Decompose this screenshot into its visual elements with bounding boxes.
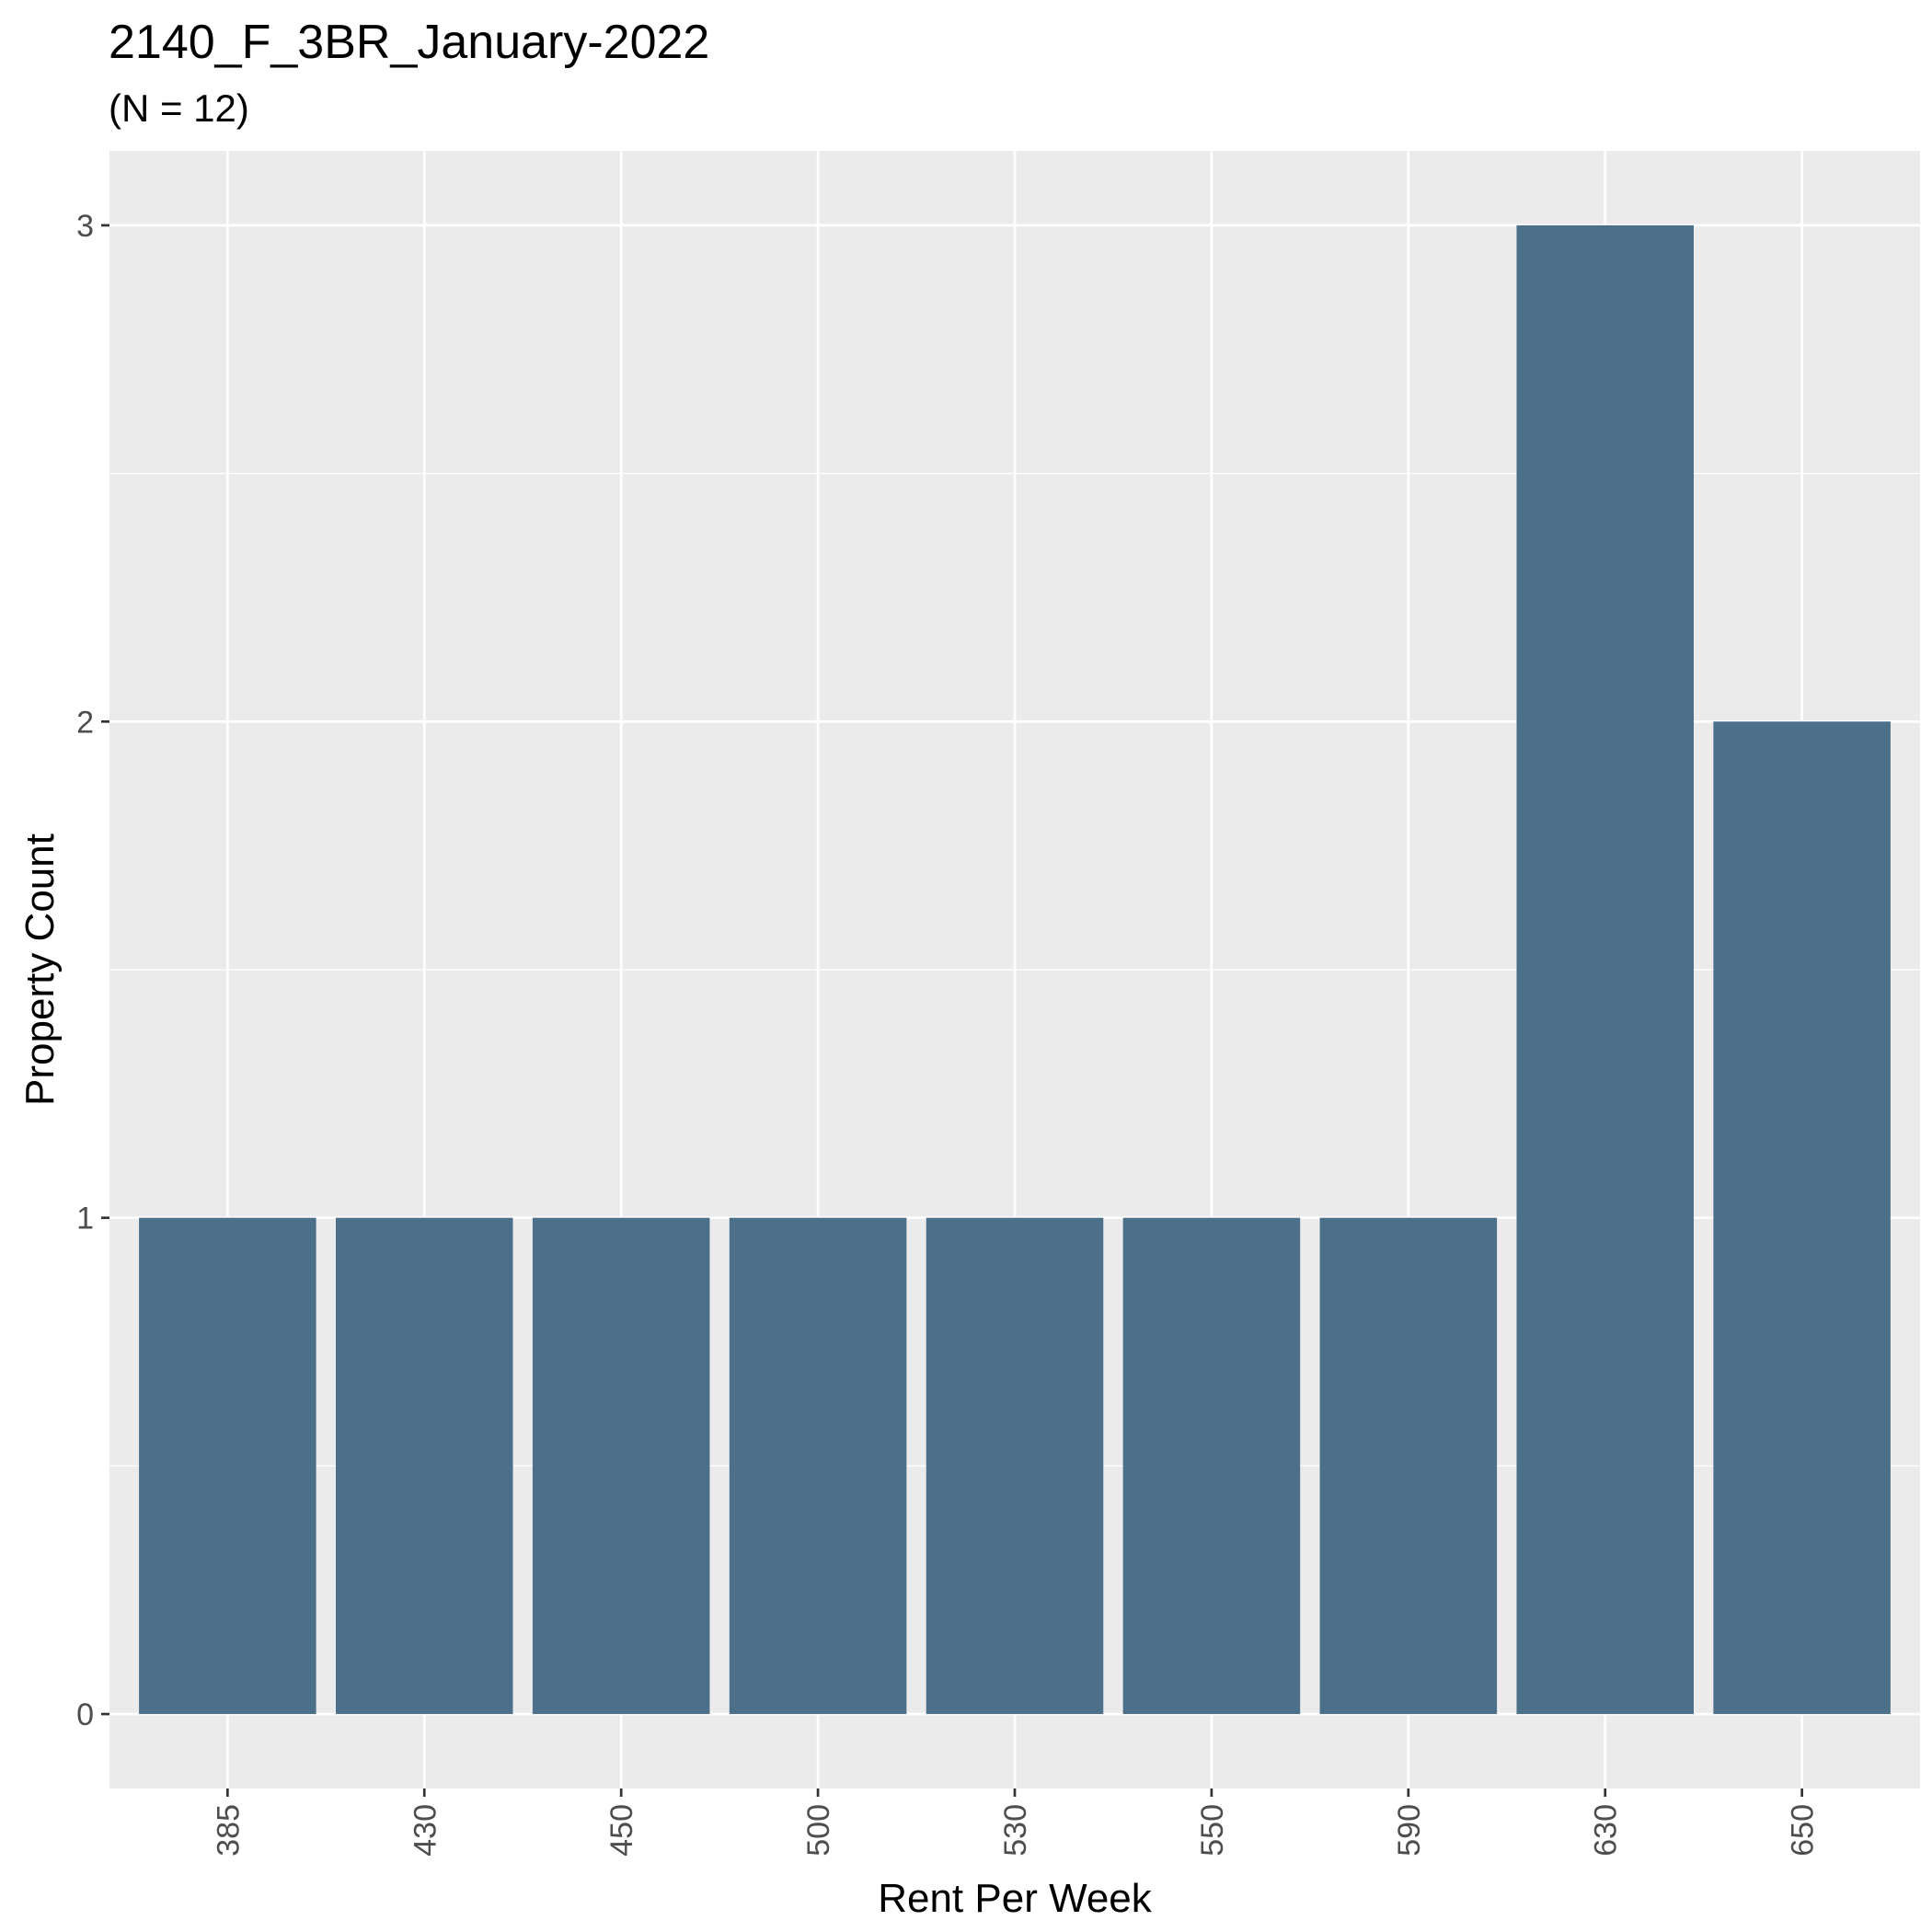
x-tick-label: 630 xyxy=(1589,1804,1624,1857)
y-axis: 0 1 2 3 xyxy=(76,209,109,1732)
chart-title: 2140_F_3BR_January-2022 xyxy=(109,16,709,69)
bar-530 xyxy=(926,1217,1104,1715)
y-axis-title: Property Count xyxy=(17,834,63,1106)
bar-430 xyxy=(336,1217,513,1715)
y-tick-label: 1 xyxy=(76,1202,94,1236)
bar-550 xyxy=(1122,1217,1301,1715)
x-tick-label: 430 xyxy=(408,1804,443,1857)
x-tick-label: 550 xyxy=(1195,1804,1230,1857)
x-axis-title: Rent Per Week xyxy=(878,1876,1153,1921)
y-tick-label: 0 xyxy=(76,1697,94,1732)
bar-650 xyxy=(1713,721,1891,1715)
x-axis: 385 430 450 500 530 550 590 630 650 xyxy=(211,1788,1821,1857)
chart-subtitle: (N = 12) xyxy=(109,86,249,130)
x-tick-label: 590 xyxy=(1392,1804,1427,1857)
bar-590 xyxy=(1319,1217,1498,1715)
bar-450 xyxy=(532,1217,710,1715)
x-tick-label: 450 xyxy=(604,1804,639,1857)
x-tick-label: 530 xyxy=(998,1804,1033,1857)
bar-500 xyxy=(729,1217,907,1715)
x-tick-label: 385 xyxy=(211,1804,246,1857)
bar-385 xyxy=(139,1217,316,1715)
x-tick-label: 500 xyxy=(801,1804,836,1857)
bars xyxy=(139,224,1891,1715)
bar-630 xyxy=(1516,224,1694,1715)
y-tick-label: 3 xyxy=(76,209,94,244)
x-tick-label: 650 xyxy=(1786,1804,1821,1857)
y-tick-label: 2 xyxy=(76,705,94,740)
